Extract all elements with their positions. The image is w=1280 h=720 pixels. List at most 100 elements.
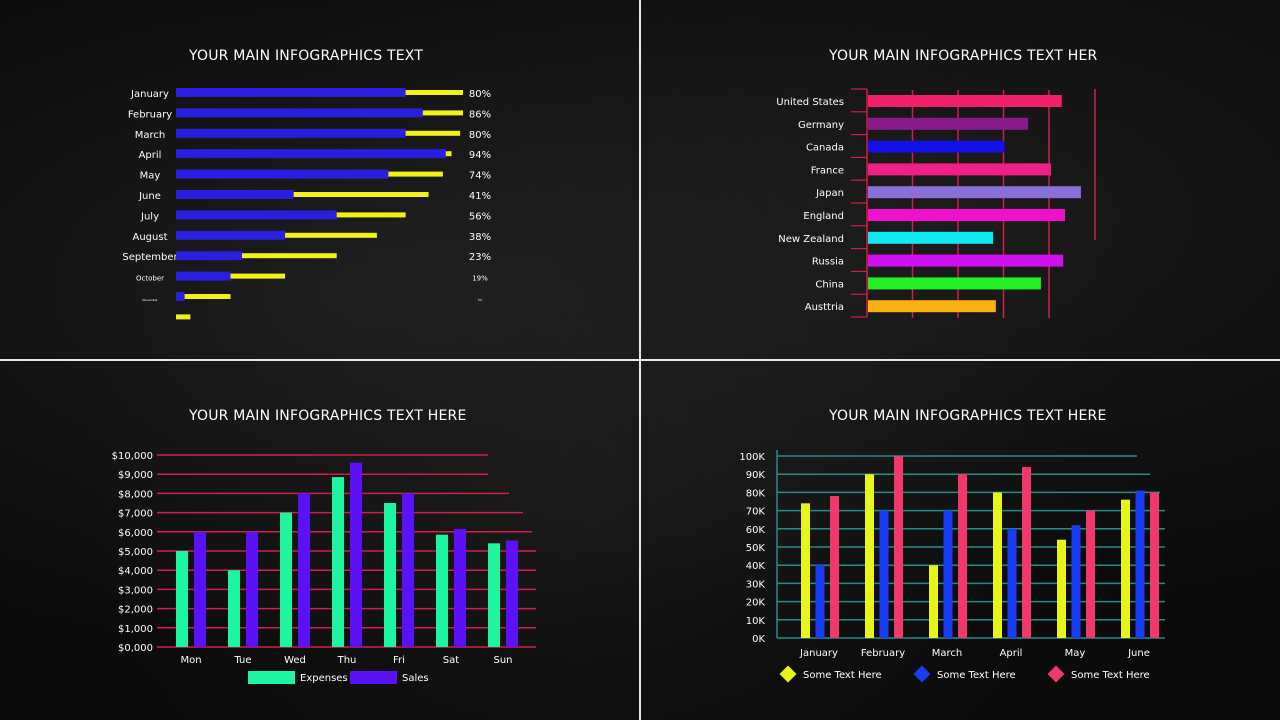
x-tick-label: Fri <box>393 655 405 666</box>
percent-label: 41% <box>469 191 491 202</box>
percent-label: 19% <box>472 275 488 283</box>
country-label: New Zealand <box>778 234 844 245</box>
month-label: April <box>139 150 162 161</box>
value-bar <box>176 210 337 220</box>
x-tick-label: Tue <box>233 655 251 666</box>
bar-series-1 <box>865 474 874 638</box>
country-label: Austtria <box>805 302 844 313</box>
country-label: China <box>815 279 844 290</box>
bar-series-1 <box>1057 539 1066 638</box>
legend-diamond-icon <box>1047 665 1065 683</box>
y-tick-label: 50K <box>746 543 766 554</box>
y-tick-label: $0,000 <box>118 643 153 654</box>
y-tick-label: $5,000 <box>118 547 153 558</box>
bar-sales <box>402 493 414 647</box>
percent-label: 56% <box>469 211 491 222</box>
y-tick-label: $2,000 <box>118 605 153 616</box>
bar-series-3 <box>830 496 839 638</box>
month-label: September <box>122 252 178 263</box>
legend-diamond-icon <box>779 665 797 683</box>
x-tick-label: Sat <box>443 655 459 666</box>
country-label: Japan <box>815 188 844 199</box>
chart1-title: YOUR MAIN INFOGRAPHICS TEXT <box>189 48 424 64</box>
month-label: February <box>128 109 172 120</box>
bar-expenses <box>384 503 396 647</box>
month-label: October <box>136 275 164 283</box>
value-bar <box>176 88 406 97</box>
x-tick-label: Mon <box>180 655 201 666</box>
x-tick-label: June <box>1127 648 1150 659</box>
x-tick-label: Wed <box>284 655 306 666</box>
track-bar <box>176 314 191 320</box>
month-label: November <box>142 298 158 302</box>
country-label: Russia <box>812 257 844 268</box>
bar-expenses <box>176 551 188 647</box>
month-label: March <box>135 130 165 141</box>
bar-expenses <box>488 543 500 647</box>
value-bar <box>176 251 243 261</box>
legend-swatch-sales <box>350 671 397 684</box>
country-bar <box>868 163 1051 176</box>
month-label: July <box>140 211 159 222</box>
value-bar <box>176 169 389 179</box>
country-label: Canada <box>806 143 844 154</box>
percent-label: 3% <box>478 298 483 302</box>
y-tick-label: 0K <box>752 634 765 645</box>
y-tick-label: $9,000 <box>118 470 153 481</box>
chart2-title: YOUR MAIN INFOGRAPHICS TEXT HER <box>829 48 1098 64</box>
bar-expenses <box>436 534 448 647</box>
bar-series-1 <box>993 492 1002 638</box>
country-bar <box>868 186 1081 199</box>
bar-series-2 <box>1071 525 1081 638</box>
percent-label: 86% <box>469 109 491 120</box>
chart4-title: YOUR MAIN INFOGRAPHICS TEXT HERE <box>829 408 1107 424</box>
country-bar <box>868 209 1066 221</box>
bar-sales <box>350 462 362 647</box>
bar-expenses <box>332 477 344 647</box>
country-label: France <box>811 165 844 176</box>
x-tick-label: February <box>861 648 905 659</box>
x-tick-label: May <box>1065 648 1086 659</box>
percent-label: 23% <box>469 252 491 263</box>
bar-series-3 <box>1150 492 1159 638</box>
country-bar <box>868 277 1041 290</box>
x-tick-label: April <box>1000 648 1023 659</box>
y-tick-label: 70K <box>746 507 766 518</box>
horizontal-divider <box>0 359 1280 361</box>
x-tick-label: Sun <box>493 655 512 666</box>
y-tick-label: 80K <box>746 488 766 499</box>
bar-series-3 <box>958 474 967 638</box>
y-tick-label: $10,000 <box>112 451 153 462</box>
bar-series-2 <box>815 565 825 638</box>
legend-label: Some Text Here <box>803 670 882 681</box>
x-tick-label: Thu <box>337 655 357 666</box>
bar-series-3 <box>1022 466 1031 638</box>
bar-series-3 <box>1086 510 1095 638</box>
track-bar <box>176 294 231 299</box>
month-label: January <box>130 89 169 100</box>
y-tick-label: 10K <box>746 616 766 627</box>
bar-sales <box>246 531 258 647</box>
value-bar <box>176 149 446 159</box>
bar-sales <box>298 493 310 647</box>
bar-series-2 <box>879 510 889 638</box>
y-tick-label: $4,000 <box>118 566 153 577</box>
value-bar <box>176 230 286 240</box>
percent-label: 38% <box>469 232 491 243</box>
bar-series-3 <box>894 456 903 638</box>
chart3-title: YOUR MAIN INFOGRAPHICS TEXT HERE <box>189 408 467 424</box>
bar-series-1 <box>929 565 938 638</box>
month-label: June <box>138 191 161 202</box>
legend-label: Some Text Here <box>937 670 1016 681</box>
value-bar <box>176 190 294 199</box>
y-tick-label: $7,000 <box>118 509 153 520</box>
x-tick-label: March <box>932 648 962 659</box>
bar-series-2 <box>1135 490 1145 638</box>
legend-label-expenses: Expenses <box>300 673 348 684</box>
legend-diamond-icon <box>913 665 931 683</box>
track-bar <box>176 253 337 259</box>
track-bar <box>176 192 429 197</box>
y-tick-label: 20K <box>746 598 766 609</box>
y-tick-label: 90K <box>746 470 766 481</box>
